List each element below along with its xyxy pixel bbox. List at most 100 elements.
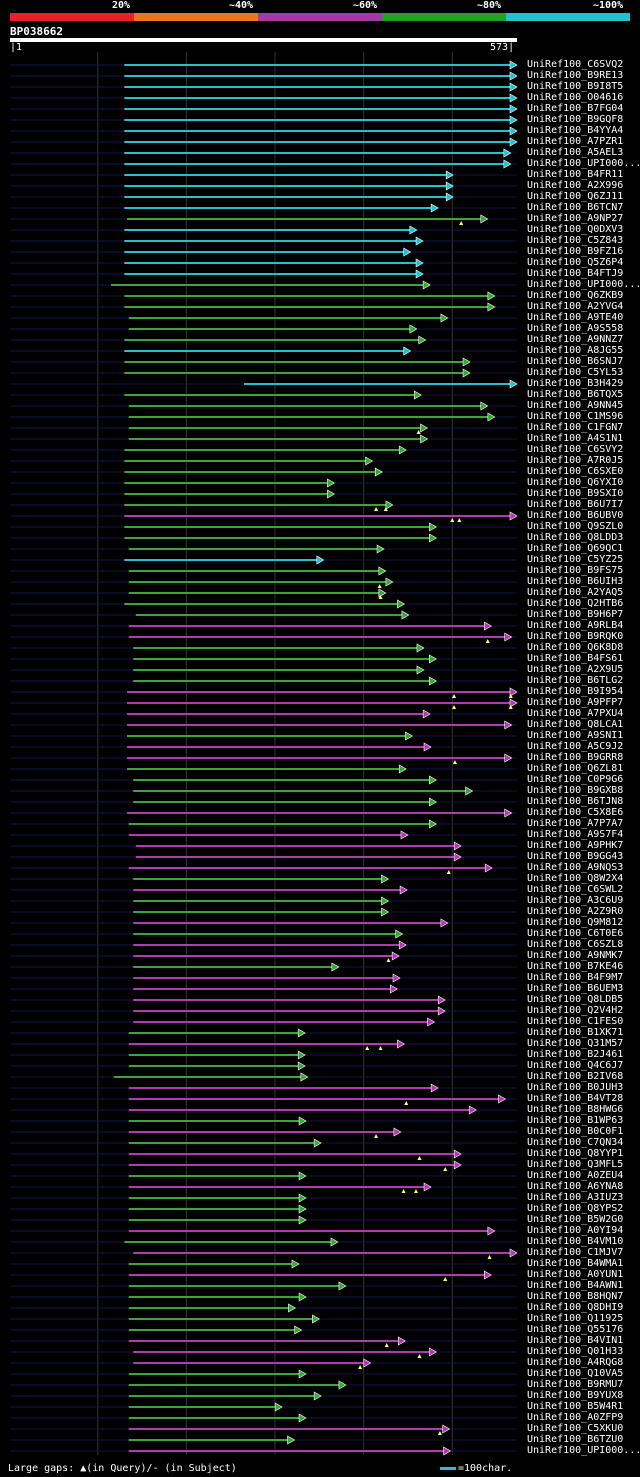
hit-label[interactable]: UniRef100_C6SXE0 (527, 466, 624, 477)
hit-label[interactable]: UniRef100_A6YNA8 (527, 1181, 624, 1192)
hit-label[interactable]: UniRef100_A9S7F4 (527, 829, 624, 840)
hit-label[interactable]: UniRef100_A7R0J5 (527, 455, 624, 466)
hit-label[interactable]: UniRef100_UPI000... (527, 1445, 640, 1456)
hit-label[interactable]: UniRef100_A2YAQ5 (527, 587, 624, 598)
hit-label[interactable]: UniRef100_A3IUZ3 (527, 1192, 624, 1203)
hit-label[interactable]: UniRef100_Q6ZL81 (527, 763, 624, 774)
hit-label[interactable]: UniRef100_A9NNZ7 (527, 334, 624, 345)
hit-label[interactable]: UniRef100_A9S558 (527, 323, 624, 334)
hit-label[interactable]: UniRef100_C1FGN7 (527, 422, 624, 433)
hit-label[interactable]: UniRef100_A0YI94 (527, 1225, 624, 1236)
hit-label[interactable]: UniRef100_B9H6P7 (527, 609, 624, 620)
hit-label[interactable]: UniRef100_Q5Z6P4 (527, 257, 624, 268)
hit-label[interactable]: UniRef100_B7FG04 (527, 103, 624, 114)
hit-label[interactable]: UniRef100_A9SNI1 (527, 730, 624, 741)
hit-label[interactable]: UniRef100_B6UEM3 (527, 983, 624, 994)
hit-label[interactable]: UniRef100_B4FR11 (527, 169, 624, 180)
hit-label[interactable]: UniRef100_B7KE46 (527, 961, 624, 972)
hit-label[interactable]: UniRef100_A9TE40 (527, 312, 624, 323)
hit-label[interactable]: UniRef100_Q8W2X4 (527, 873, 624, 884)
hit-label[interactable]: UniRef100_C7QN34 (527, 1137, 624, 1148)
hit-label[interactable]: UniRef100_A2X996 (527, 180, 624, 191)
hit-label[interactable]: UniRef100_A9PHK7 (527, 840, 624, 851)
hit-label[interactable]: UniRef100_B9I954 (527, 686, 624, 697)
hit-label[interactable]: UniRef100_A9NP27 (527, 213, 624, 224)
hit-label[interactable]: UniRef100_A9NMK7 (527, 950, 624, 961)
hit-label[interactable]: UniRef100_UPI000... (527, 279, 640, 290)
hit-label[interactable]: UniRef100_C6SVQ2 (527, 59, 624, 70)
hit-label[interactable]: UniRef100_Q2HTB6 (527, 598, 624, 609)
hit-label[interactable]: UniRef100_Q55176 (527, 1324, 624, 1335)
hit-label[interactable]: UniRef100_B4VIN1 (527, 1335, 624, 1346)
hit-label[interactable]: UniRef100_Q31M57 (527, 1038, 624, 1049)
hit-label[interactable]: UniRef100_A5AEL3 (527, 147, 624, 158)
hit-label[interactable]: UniRef100_B4F9M7 (527, 972, 624, 983)
hit-label[interactable]: UniRef100_A5C9J2 (527, 741, 624, 752)
hit-label[interactable]: UniRef100_A4RQG8 (527, 1357, 624, 1368)
hit-label[interactable]: UniRef100_A9NN45 (527, 400, 624, 411)
hit-label[interactable]: UniRef100_B4AWN1 (527, 1280, 624, 1291)
hit-label[interactable]: UniRef100_A7PXU4 (527, 708, 624, 719)
hit-label[interactable]: UniRef100_B6UBV0 (527, 510, 624, 521)
hit-label[interactable]: UniRef100_Q3MFL5 (527, 1159, 624, 1170)
hit-label[interactable]: UniRef100_B0C0F1 (527, 1126, 624, 1137)
hit-label[interactable]: UniRef100_A9RLB4 (527, 620, 624, 631)
hit-label[interactable]: UniRef100_B9FZ16 (527, 246, 624, 257)
hit-label[interactable]: UniRef100_O04616 (527, 92, 624, 103)
hit-label[interactable]: UniRef100_B3H429 (527, 378, 624, 389)
hit-label[interactable]: UniRef100_Q01H33 (527, 1346, 624, 1357)
hit-label[interactable]: UniRef100_B5W2G0 (527, 1214, 624, 1225)
hit-label[interactable]: UniRef100_C6SWL2 (527, 884, 624, 895)
hit-label[interactable]: UniRef100_C1MJV7 (527, 1247, 624, 1258)
hit-label[interactable]: UniRef100_Q8YPS2 (527, 1203, 624, 1214)
hit-label[interactable]: UniRef100_A9PFP7 (527, 697, 624, 708)
hit-label[interactable]: UniRef100_B6UIH3 (527, 576, 624, 587)
hit-label[interactable]: UniRef100_B9YUX8 (527, 1390, 624, 1401)
hit-label[interactable]: UniRef100_B9GXB8 (527, 785, 624, 796)
hit-label[interactable]: UniRef100_Q8YYP1 (527, 1148, 624, 1159)
hit-label[interactable]: UniRef100_C5Z843 (527, 235, 624, 246)
hit-label[interactable]: UniRef100_B6SNJ7 (527, 356, 624, 367)
hit-label[interactable]: UniRef100_A7P7A7 (527, 818, 624, 829)
hit-label[interactable]: UniRef100_B4VT28 (527, 1093, 624, 1104)
hit-label[interactable]: UniRef100_B9RQK0 (527, 631, 624, 642)
hit-label[interactable]: UniRef100_B6TZU0 (527, 1434, 624, 1445)
hit-label[interactable]: UniRef100_B2IV68 (527, 1071, 624, 1082)
hit-label[interactable]: UniRef100_B9I8T5 (527, 81, 624, 92)
hit-label[interactable]: UniRef100_A0ZFP9 (527, 1412, 624, 1423)
hit-label[interactable]: UniRef100_B4WMA1 (527, 1258, 624, 1269)
hit-label[interactable]: UniRef100_B9GG43 (527, 851, 624, 862)
hit-label[interactable]: UniRef100_C6SVY2 (527, 444, 624, 455)
hit-label[interactable]: UniRef100_B9RMU7 (527, 1379, 624, 1390)
hit-label[interactable]: UniRef100_B6TJN8 (527, 796, 624, 807)
hit-label[interactable]: UniRef100_B1XK71 (527, 1027, 624, 1038)
hit-label[interactable]: UniRef100_Q6ZJ11 (527, 191, 624, 202)
hit-label[interactable]: UniRef100_A4S1N1 (527, 433, 624, 444)
hit-label[interactable]: UniRef100_C1FES0 (527, 1016, 624, 1027)
hit-label[interactable]: UniRef100_Q6ZKB9 (527, 290, 624, 301)
hit-label[interactable]: UniRef100_A2X9U5 (527, 664, 624, 675)
hit-label[interactable]: UniRef100_C5X8E6 (527, 807, 624, 818)
hit-label[interactable]: UniRef100_Q8LDD3 (527, 532, 624, 543)
hit-label[interactable]: UniRef100_C1MS96 (527, 411, 624, 422)
hit-label[interactable]: UniRef100_B4FS61 (527, 653, 624, 664)
hit-label[interactable]: UniRef100_A9NQS3 (527, 862, 624, 873)
hit-label[interactable]: UniRef100_B2J461 (527, 1049, 624, 1060)
hit-label[interactable]: UniRef100_Q6YXI0 (527, 477, 624, 488)
hit-label[interactable]: UniRef100_B6TCN7 (527, 202, 624, 213)
hit-label[interactable]: UniRef100_A0YUN1 (527, 1269, 624, 1280)
hit-label[interactable]: UniRef100_C5YL53 (527, 367, 624, 378)
hit-label[interactable]: UniRef100_Q4C6J7 (527, 1060, 624, 1071)
hit-label[interactable]: UniRef100_B9FS75 (527, 565, 624, 576)
hit-label[interactable]: UniRef100_A3C6U9 (527, 895, 624, 906)
hit-label[interactable]: UniRef100_B8HWG6 (527, 1104, 624, 1115)
hit-label[interactable]: UniRef100_B6TLG2 (527, 675, 624, 686)
hit-label[interactable]: UniRef100_C6T0E6 (527, 928, 624, 939)
hit-label[interactable]: UniRef100_B9RE13 (527, 70, 624, 81)
hit-label[interactable]: UniRef100_C5YZ25 (527, 554, 624, 565)
hit-label[interactable]: UniRef100_B9GRR8 (527, 752, 624, 763)
hit-label[interactable]: UniRef100_B1WP63 (527, 1115, 624, 1126)
hit-label[interactable]: UniRef100_B9SXI0 (527, 488, 624, 499)
hit-label[interactable]: UniRef100_B4VM10 (527, 1236, 624, 1247)
hit-label[interactable]: UniRef100_A2YVG4 (527, 301, 624, 312)
